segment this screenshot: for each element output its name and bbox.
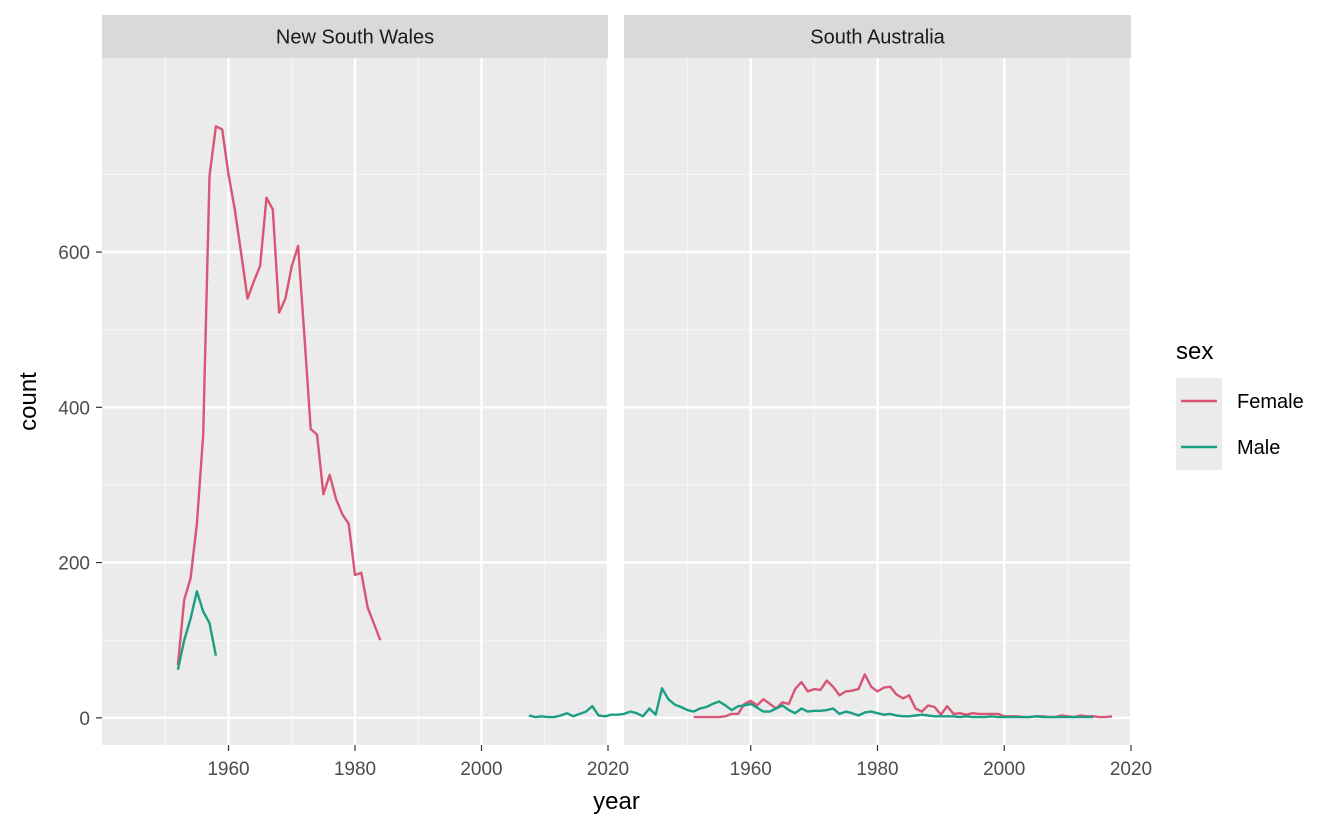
y-tick-label: 400 (58, 398, 90, 419)
x-tick-label: 1960 (207, 759, 249, 780)
series-line-female-new-south-wales (176, 125, 382, 666)
x-tick-label: 1980 (334, 759, 376, 780)
x-tick-label: 2000 (460, 759, 502, 780)
legend-label-female: Female (1237, 391, 1304, 413)
x-tick-label: 2020 (587, 759, 629, 780)
y-tick-label: 0 (79, 709, 90, 730)
x-tick-label: 2020 (1110, 759, 1152, 780)
x-tick-label: 2000 (983, 759, 1025, 780)
x-tick-label: 1980 (856, 759, 898, 780)
y-tick-label: 600 (58, 243, 90, 264)
facet-title-new-south-wales: New South Wales (276, 27, 434, 49)
facet-title-south-australia: South Australia (810, 27, 945, 49)
legend-label-male: Male (1237, 437, 1280, 459)
y-tick-label: 200 (58, 554, 90, 575)
facet-strip-new-south-wales (102, 15, 608, 58)
legend-title: sex (1176, 338, 1213, 365)
series-line-male-new-south-wales (176, 590, 218, 670)
y-axis-title: count (15, 372, 42, 431)
x-axis-title: year (593, 788, 640, 815)
facet-strip-south-australia (624, 15, 1131, 58)
x-tick-label: 1960 (730, 759, 772, 780)
series-line-male-south-australia (528, 687, 1093, 719)
